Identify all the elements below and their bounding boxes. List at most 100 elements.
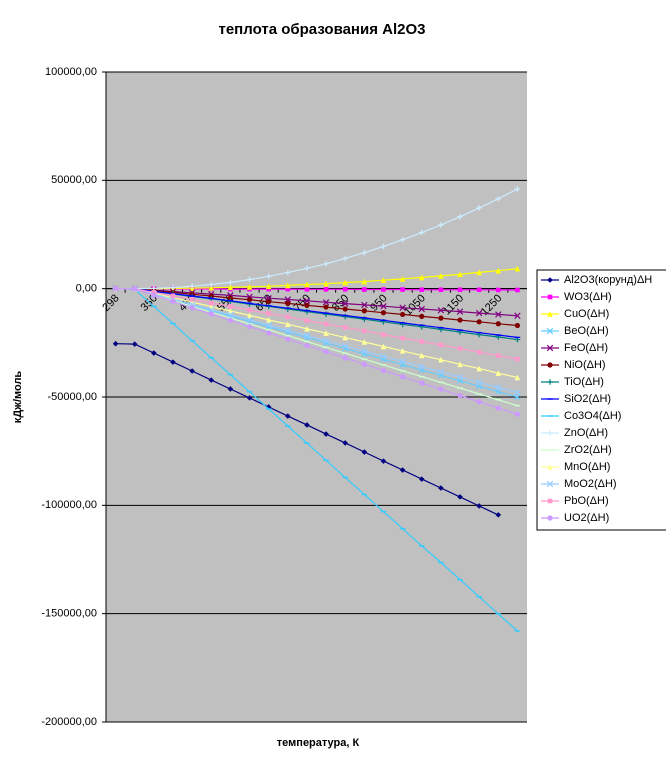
marker [285,300,291,306]
marker [476,349,482,355]
marker [361,347,368,355]
marker [342,313,349,320]
marker [399,358,406,365]
y-tick-label: -50000,00 [47,391,97,403]
legend-label: Al2O3(корунд)ΔH [564,274,652,286]
legend-label: BeO(ΔH) [564,325,609,337]
marker [304,422,310,428]
marker [495,195,502,202]
marker [438,315,444,321]
marker [304,265,310,272]
legend-label: MoO2(ΔH) [564,478,617,490]
marker [227,279,234,286]
marker [304,318,310,323]
marker [380,310,387,316]
marker [399,236,406,243]
y-tick-label: 0,00 [76,283,97,295]
marker [457,213,463,220]
marker [323,349,329,355]
marker [547,464,553,470]
x-axis-title: температура, К [277,737,360,749]
marker [285,336,291,342]
marker [361,301,368,309]
y-tick-label: 100000,00 [45,66,97,78]
marker [304,308,310,315]
series-line [115,288,518,317]
marker [285,314,291,320]
y-tick-label: -200000,00 [41,716,97,728]
marker [304,302,310,308]
marker [131,341,138,347]
marker [323,304,329,310]
marker [457,494,463,500]
legend-label: UO2(ΔH) [564,512,609,524]
marker [399,348,406,354]
marker [515,356,520,362]
marker [547,515,553,521]
marker [112,340,119,347]
marker [437,307,445,314]
marker [341,300,349,307]
marker [170,298,176,305]
legend-label: TiO(ΔH) [564,376,604,388]
marker [476,365,482,372]
marker [514,265,521,272]
marker [246,312,253,319]
marker [457,392,463,399]
legend-label: NiO(ΔH) [564,359,606,371]
marker [419,380,425,386]
marker [227,308,234,314]
marker [456,373,464,381]
marker [304,281,310,288]
marker [400,374,406,380]
marker [495,321,501,327]
legend-label: ZrO2(ΔH) [564,444,612,456]
marker [418,352,425,359]
marker [547,294,553,300]
marker [514,374,521,381]
marker [381,332,386,337]
chart-title: теплота образования Al2O3 [218,21,425,38]
legend-label: Co3O4(ΔH) [564,410,621,422]
marker [208,281,215,288]
marker [495,370,502,376]
marker [323,311,329,318]
series [112,340,502,518]
marker [323,287,329,292]
marker [246,395,253,401]
marker [247,307,252,313]
marker [323,280,329,287]
marker [266,311,271,316]
marker [208,306,215,313]
marker [514,389,521,396]
marker [514,312,521,319]
marker [495,512,502,518]
marker [400,335,405,341]
series-line [115,288,518,394]
marker [457,346,463,351]
legend-label: MnO(ΔH) [564,461,610,473]
marker [304,325,310,332]
marker [265,273,272,280]
marker [400,311,406,318]
marker [265,321,272,329]
y-tick-label: -150000,00 [41,608,97,620]
marker [208,285,215,291]
marker [227,295,233,301]
marker [380,302,387,310]
series-line [115,288,518,379]
marker [227,311,234,318]
marker [380,458,387,464]
marker [246,323,253,330]
legend-label: WO3(ΔH) [564,291,612,303]
legend-box [536,269,666,531]
marker [342,334,349,341]
marker [304,287,310,292]
marker [438,386,444,392]
series [113,286,520,362]
marker [342,287,348,292]
marker [547,362,553,368]
marker [208,300,214,306]
marker [189,296,195,302]
